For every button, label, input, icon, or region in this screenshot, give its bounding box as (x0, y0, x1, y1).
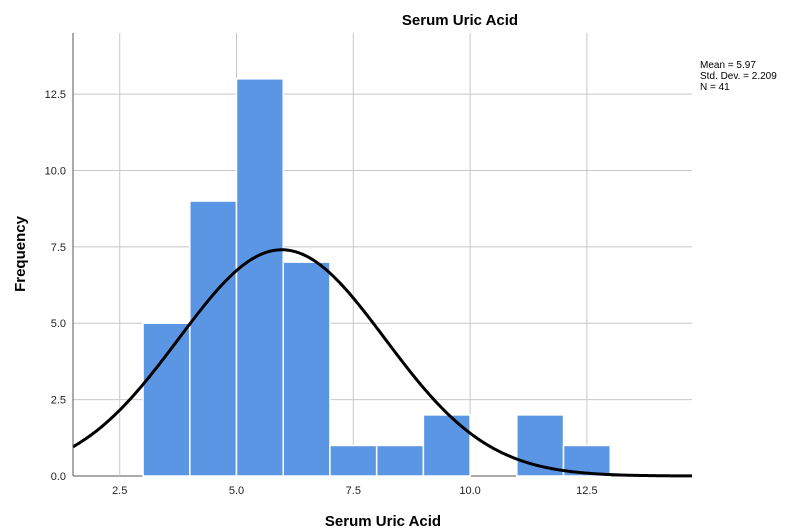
x-tick-label: 10.0 (459, 485, 480, 497)
x-axis-label: Serum Uric Acid (325, 513, 441, 530)
histogram-bar (189, 200, 238, 477)
histogram-bar (282, 261, 331, 477)
histogram-bar (422, 414, 471, 477)
normal-curve (72, 248, 693, 478)
stats-std-dev: Std. Dev. = 2.209 (700, 71, 777, 82)
stats-n: N = 41 (700, 82, 730, 93)
histogram-bar (235, 78, 284, 477)
histogram-bars (142, 78, 611, 477)
y-tick-label: 7.5 (51, 242, 66, 254)
histogram-bar (329, 444, 378, 477)
x-tick-label: 12.5 (576, 485, 597, 497)
y-tick-label: 10.0 (45, 165, 66, 177)
x-tick-label: 5.0 (229, 485, 244, 497)
stats-box: Mean = 5.97 Std. Dev. = 2.209 N = 41 (700, 60, 777, 93)
histogram-bar (142, 322, 191, 477)
x-tick-label: 7.5 (346, 485, 361, 497)
histogram-bar (375, 444, 425, 477)
y-tick-labels: 0.0 2.5 5.0 7.5 10.0 12.5 (45, 89, 66, 483)
y-tick-label: 0.0 (51, 471, 66, 483)
chart-title: Serum Uric Acid (402, 12, 518, 29)
stats-mean: Mean = 5.97 (700, 60, 756, 71)
y-tick-label: 2.5 (51, 395, 66, 407)
y-tick-label: 5.0 (51, 318, 66, 330)
x-tick-labels: 2.5 5.0 7.5 10.0 12.5 (112, 485, 598, 497)
x-tick-label: 2.5 (112, 485, 127, 497)
y-tick-label: 12.5 (45, 89, 66, 101)
y-axis-label: Frequency (12, 215, 29, 292)
